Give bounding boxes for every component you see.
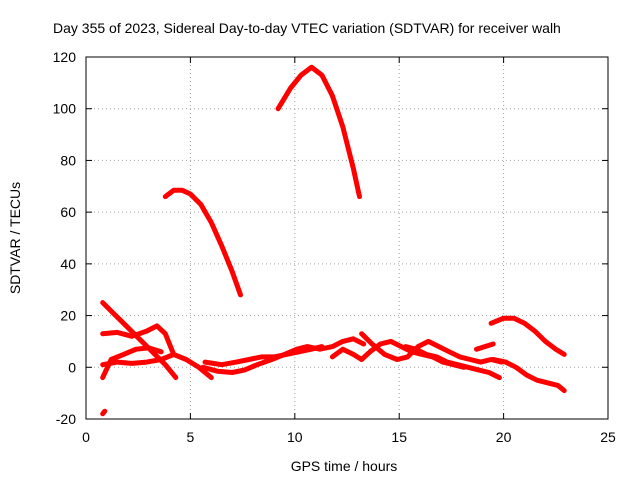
series-arc-14 bbox=[474, 341, 496, 352]
x-tick-label: 10 bbox=[287, 429, 303, 445]
y-tick-label: 20 bbox=[60, 308, 76, 324]
series-arc-6 bbox=[100, 351, 214, 381]
y-tick-label: 120 bbox=[53, 49, 77, 65]
series-arc-10 bbox=[359, 331, 504, 365]
y-axis-label: SDTVAR / TECUs bbox=[7, 182, 23, 294]
y-tick-label: 0 bbox=[68, 359, 76, 375]
series-arc-13 bbox=[488, 315, 567, 357]
y-tick-label: 40 bbox=[60, 256, 76, 272]
series-arc-11 bbox=[403, 344, 502, 381]
chart-title: Day 355 of 2023, Sidereal Day-to-day VTE… bbox=[53, 20, 561, 36]
plot-frame bbox=[85, 56, 609, 420]
series-arc-12 bbox=[490, 357, 567, 394]
series-arc-15 bbox=[100, 408, 108, 417]
y-tick-label: 60 bbox=[60, 204, 76, 220]
series-layer bbox=[100, 64, 567, 417]
series-arc-3 bbox=[100, 300, 179, 381]
y-tick-label: -20 bbox=[56, 411, 76, 427]
x-tick-label: 0 bbox=[82, 429, 90, 445]
x-tick-label: 20 bbox=[496, 429, 512, 445]
x-tick-label: 25 bbox=[600, 429, 616, 445]
series-arc-4 bbox=[100, 323, 177, 357]
series-arc-8 bbox=[202, 344, 325, 368]
grid-layer bbox=[86, 57, 608, 419]
x-axis-label: GPS time / hours bbox=[291, 458, 398, 474]
tick-layer: 0 5 10 15 20 25 -20 0 20 40 60 80 100 120 bbox=[53, 49, 616, 445]
x-tick-label: 15 bbox=[391, 429, 407, 445]
series-arc-1 bbox=[275, 64, 362, 200]
series-arc-9 bbox=[329, 338, 467, 370]
x-tick-label: 5 bbox=[187, 429, 195, 445]
y-tick-label: 100 bbox=[53, 101, 77, 117]
y-tick-label: 80 bbox=[60, 152, 76, 168]
series-arc-2 bbox=[162, 187, 243, 298]
